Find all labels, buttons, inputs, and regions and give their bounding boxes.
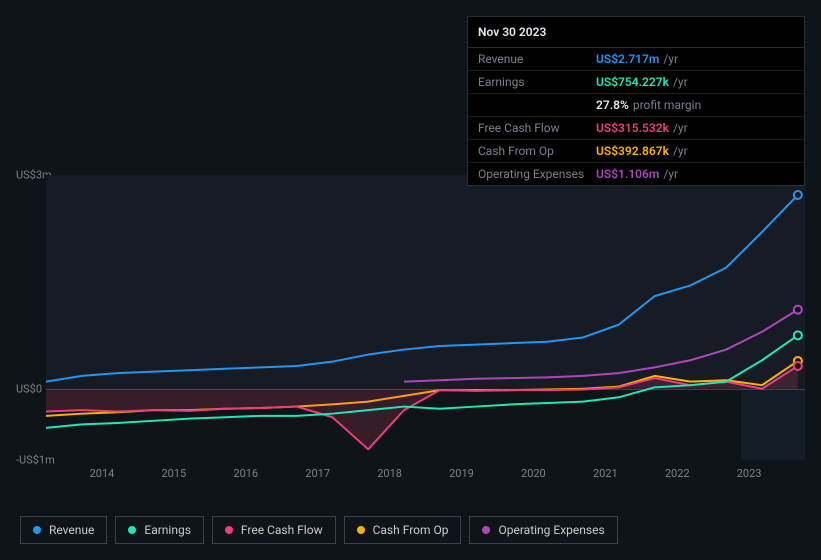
tooltip-row: Cash From OpUS$392.867k/yr bbox=[468, 140, 804, 163]
x-tick-label: 2015 bbox=[138, 467, 210, 480]
tooltip-label bbox=[478, 98, 596, 112]
legend-label: Cash From Op bbox=[373, 523, 449, 537]
legend-item-operating-expenses[interactable]: Operating Expenses bbox=[469, 516, 617, 544]
chart-tooltip: Nov 30 2023 RevenueUS$2.717m/yrEarningsU… bbox=[467, 16, 805, 186]
tooltip-value: US$392.867k/yr bbox=[596, 144, 688, 158]
y-tick-label: US$0 bbox=[16, 382, 42, 395]
tooltip-row: Operating ExpensesUS$1.106m/yr bbox=[468, 163, 804, 185]
tooltip-row: 27.8%profit margin bbox=[468, 94, 804, 117]
x-tick-label: 2023 bbox=[713, 467, 785, 480]
tooltip-value: US$2.717m/yr bbox=[596, 52, 678, 66]
tooltip-row: EarningsUS$754.227k/yr bbox=[468, 71, 804, 94]
legend-label: Operating Expenses bbox=[498, 523, 604, 537]
legend-item-cash-from-op[interactable]: Cash From Op bbox=[344, 516, 462, 544]
tooltip-row: RevenueUS$2.717m/yr bbox=[468, 48, 804, 71]
legend-label: Revenue bbox=[49, 523, 94, 537]
chart-legend: Revenue Earnings Free Cash Flow Cash From O… bbox=[20, 516, 618, 544]
legend-dot-icon bbox=[482, 526, 490, 534]
x-tick-label: 2019 bbox=[426, 467, 498, 480]
tooltip-value: US$754.227k/yr bbox=[596, 75, 688, 89]
tooltip-date: Nov 30 2023 bbox=[468, 17, 804, 48]
tooltip-label: Cash From Op bbox=[478, 144, 596, 158]
legend-label: Free Cash Flow bbox=[241, 523, 323, 537]
tooltip-label: Operating Expenses bbox=[478, 167, 596, 181]
tooltip-label: Earnings bbox=[478, 75, 596, 89]
x-tick-label: 2021 bbox=[569, 467, 641, 480]
x-axis: 2014201520162017201820192020202120222023 bbox=[46, 467, 805, 480]
tooltip-value: US$1.106m/yr bbox=[596, 167, 678, 181]
legend-dot-icon bbox=[357, 526, 365, 534]
legend-item-free-cash-flow[interactable]: Free Cash Flow bbox=[212, 516, 336, 544]
tooltip-label: Revenue bbox=[478, 52, 596, 66]
legend-item-earnings[interactable]: Earnings bbox=[115, 516, 204, 544]
x-tick-label: 2017 bbox=[282, 467, 354, 480]
x-tick-label: 2018 bbox=[354, 467, 426, 480]
legend-item-revenue[interactable]: Revenue bbox=[20, 516, 107, 544]
tooltip-row: Free Cash FlowUS$315.532k/yr bbox=[468, 117, 804, 140]
x-tick-label: 2016 bbox=[210, 467, 282, 480]
legend-dot-icon bbox=[128, 526, 136, 534]
x-tick-label: 2022 bbox=[641, 467, 713, 480]
tooltip-value: US$315.532k/yr bbox=[596, 121, 688, 135]
x-tick-label: 2014 bbox=[66, 467, 138, 480]
tooltip-value: 27.8%profit margin bbox=[596, 98, 701, 112]
legend-dot-icon bbox=[225, 526, 233, 534]
chart-plot bbox=[46, 175, 805, 460]
x-tick-label: 2020 bbox=[497, 467, 569, 480]
financials-chart: US$3mUS$0-US$1m 201420152016201720182019… bbox=[16, 160, 805, 480]
legend-label: Earnings bbox=[144, 523, 191, 537]
legend-dot-icon bbox=[33, 526, 41, 534]
tooltip-label: Free Cash Flow bbox=[478, 121, 596, 135]
